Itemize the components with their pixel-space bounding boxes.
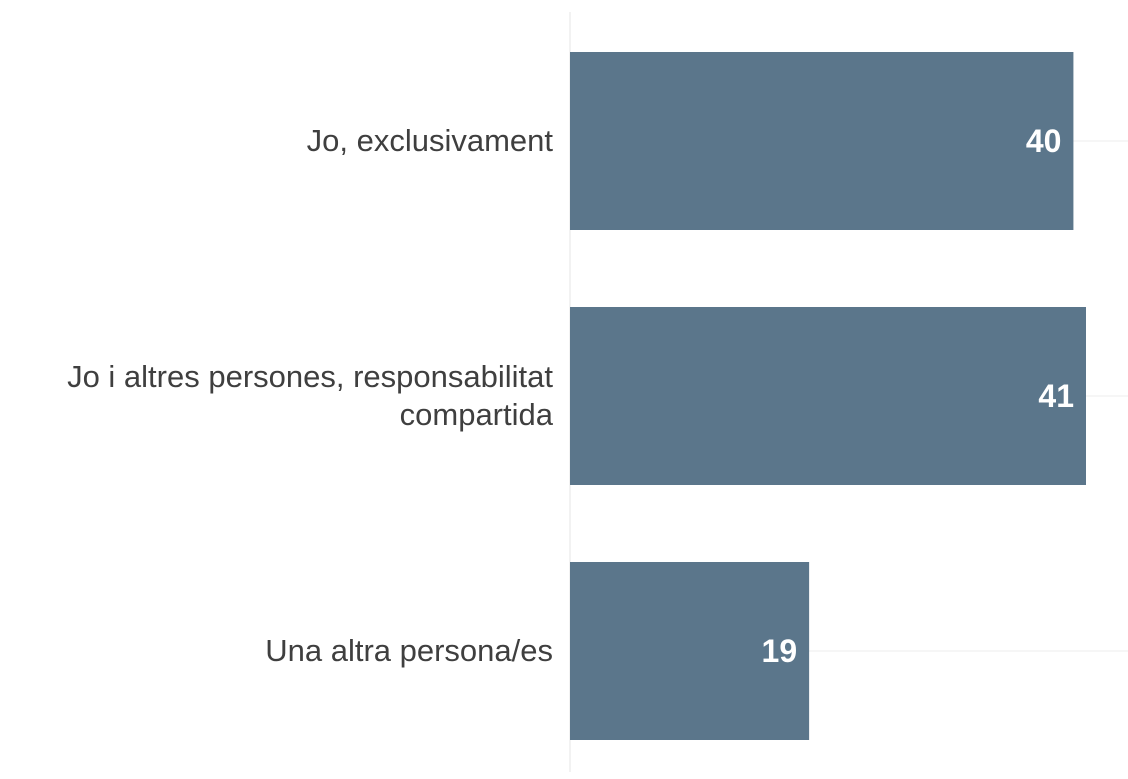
category-labels: Jo, exclusivament Jo i altres persones, r… [67,123,554,668]
category-label: Una altra persona/es [265,633,553,668]
category-label: compartida [400,397,554,432]
value-labels: 40 41 19 [762,123,1074,669]
category-label: Jo i altres persones, responsabilitat [67,359,553,394]
category-label: Jo, exclusivament [307,123,554,158]
bar [570,562,810,740]
value-label: 40 [1026,123,1062,159]
value-label: 41 [1038,378,1074,414]
bar [570,307,1086,485]
bars [570,52,1086,740]
value-label: 19 [762,633,798,669]
bar [570,52,1074,230]
